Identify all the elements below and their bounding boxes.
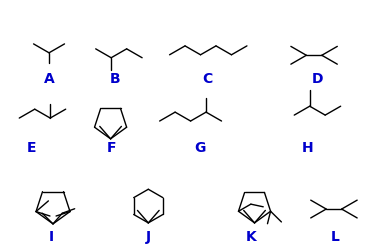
Text: H: H [301, 141, 313, 155]
Text: J: J [146, 230, 151, 244]
Text: B: B [110, 71, 121, 86]
Text: E: E [26, 141, 36, 155]
Text: L: L [330, 230, 339, 244]
Text: C: C [202, 71, 212, 86]
Text: G: G [194, 141, 206, 155]
Text: A: A [44, 71, 54, 86]
Text: D: D [311, 71, 323, 86]
Text: I: I [48, 230, 54, 244]
Text: K: K [246, 230, 257, 244]
Text: F: F [107, 141, 116, 155]
